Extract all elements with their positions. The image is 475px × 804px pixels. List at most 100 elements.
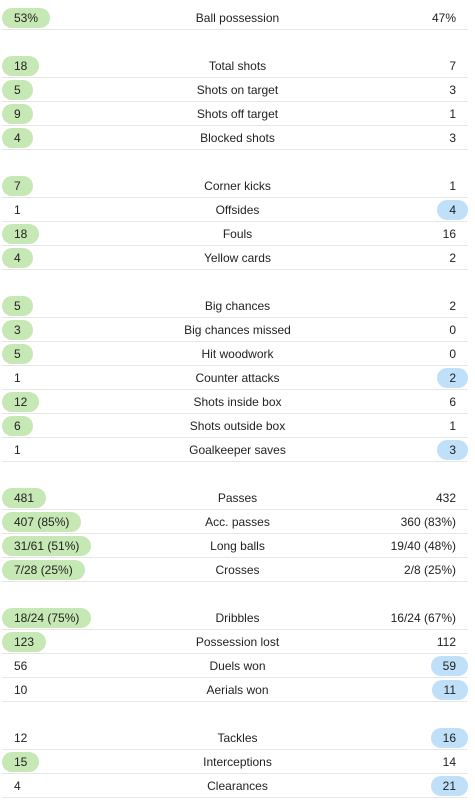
away-value: 360 (83%): [400, 515, 456, 529]
home-value: 4: [2, 128, 33, 148]
stat-label: Yellow cards: [204, 251, 271, 265]
stat-label: Big chances missed: [184, 323, 291, 337]
stat-label: Long balls: [210, 539, 265, 553]
away-value: 1: [449, 419, 456, 433]
row-divider: [2, 437, 468, 438]
away-value: 112: [436, 635, 456, 649]
home-value: 53%: [2, 8, 51, 28]
home-value: 1: [14, 203, 21, 217]
away-value: 59: [430, 656, 468, 676]
away-value: 7: [449, 59, 456, 73]
away-value: 4: [437, 200, 468, 220]
home-value: 4: [14, 779, 21, 793]
stat-row: Tackles 12 16: [0, 726, 475, 750]
row-divider: [2, 629, 468, 630]
away-value: 21: [430, 776, 468, 796]
home-value: 4: [2, 248, 33, 268]
row-divider: [2, 245, 468, 246]
stat-label: Acc. passes: [205, 515, 270, 529]
row-divider: [2, 77, 468, 78]
stat-row: Hit woodwork 5 0: [0, 342, 475, 366]
home-value: 1: [14, 443, 21, 457]
home-value: 56: [14, 659, 28, 673]
away-value: 0: [449, 323, 456, 337]
away-value: 0: [449, 347, 456, 361]
home-value: 12: [14, 731, 28, 745]
stat-label: Possession lost: [195, 635, 280, 649]
away-value: 3: [449, 83, 456, 97]
row-divider: [2, 797, 468, 798]
stat-row: Big chances 5 2: [0, 294, 475, 318]
stat-label: Offsides: [215, 203, 260, 217]
away-value: 1: [449, 179, 456, 193]
row-divider: [2, 749, 468, 750]
stat-row: Yellow cards 4 2: [0, 246, 475, 270]
row-divider: [2, 29, 468, 30]
stat-row: Dribbles 18/24 (75%) 16/24 (67%): [0, 606, 475, 630]
home-value: 5: [2, 344, 33, 364]
stat-label: Interceptions: [203, 755, 272, 769]
away-value: 47%: [431, 11, 456, 25]
away-value: 3: [437, 440, 468, 460]
row-divider: [2, 125, 468, 126]
home-value: 5: [2, 296, 33, 316]
stat-label: Shots off target: [196, 107, 279, 121]
away-value: 3: [449, 131, 456, 145]
stat-row: Shots inside box 12 6: [0, 390, 475, 414]
home-value: 481: [2, 488, 47, 508]
stat-row: Crosses 7/28 (25%) 2/8 (25%): [0, 558, 475, 582]
stat-row: Possession lost 123 112: [0, 630, 475, 654]
row-divider: [2, 341, 468, 342]
stat-label: Ball possession: [195, 11, 280, 25]
stat-row: Counter attacks 1 2: [0, 366, 475, 390]
stat-row: Acc. passes 407 (85%) 360 (83%): [0, 510, 475, 534]
row-divider: [2, 389, 468, 390]
stat-label: Goalkeeper saves: [189, 443, 286, 457]
stat-row: Shots outside box 6 1: [0, 414, 475, 438]
row-divider: [2, 509, 468, 510]
stat-row: Duels won 56 59: [0, 654, 475, 678]
stat-row: Long balls 31/61 (51%) 19/40 (48%): [0, 534, 475, 558]
stat-label: Crosses: [215, 563, 260, 577]
row-divider: [2, 701, 468, 702]
stat-row: Corner kicks 7 1: [0, 174, 475, 198]
home-value: 12: [2, 392, 40, 412]
row-divider: [2, 149, 468, 150]
stat-label: Passes: [217, 491, 258, 505]
away-value: 11: [431, 680, 468, 700]
away-value: 2: [449, 299, 456, 313]
home-value: 18: [2, 56, 40, 76]
row-divider: [2, 365, 468, 366]
away-value: 432: [435, 491, 456, 505]
away-value: 19/40 (48%): [390, 539, 456, 553]
stat-label: Shots inside box: [193, 395, 282, 409]
row-divider: [2, 413, 468, 414]
stat-label: Shots outside box: [189, 419, 286, 433]
stat-label: Counter attacks: [195, 371, 280, 385]
home-value: 7: [2, 176, 33, 196]
home-value: 7/28 (25%): [2, 560, 85, 580]
stat-row: Shots off target 9 1: [0, 102, 475, 126]
row-divider: [2, 581, 468, 582]
stat-label: Shots on target: [196, 83, 279, 97]
home-value: 1: [14, 371, 21, 385]
stat-label: Big chances: [204, 299, 271, 313]
stat-label: Blocked shots: [200, 131, 275, 145]
row-divider: [2, 677, 468, 678]
home-value: 9: [2, 104, 33, 124]
home-value: 3: [2, 320, 33, 340]
stat-label: Duels won: [209, 659, 266, 673]
home-value: 31/61 (51%): [2, 536, 92, 556]
home-value: 18/24 (75%): [2, 608, 92, 628]
row-divider: [2, 101, 468, 102]
row-divider: [2, 197, 468, 198]
home-value: 10: [14, 683, 28, 697]
stat-label: Fouls: [222, 227, 253, 241]
away-value: 6: [449, 395, 456, 409]
stat-label: Corner kicks: [204, 179, 271, 193]
stat-label: Hit woodwork: [201, 347, 274, 361]
stat-row: Ball possession 53% 47%: [0, 6, 475, 30]
stat-row: Total shots 18 7: [0, 54, 475, 78]
home-value: 5: [2, 80, 33, 100]
